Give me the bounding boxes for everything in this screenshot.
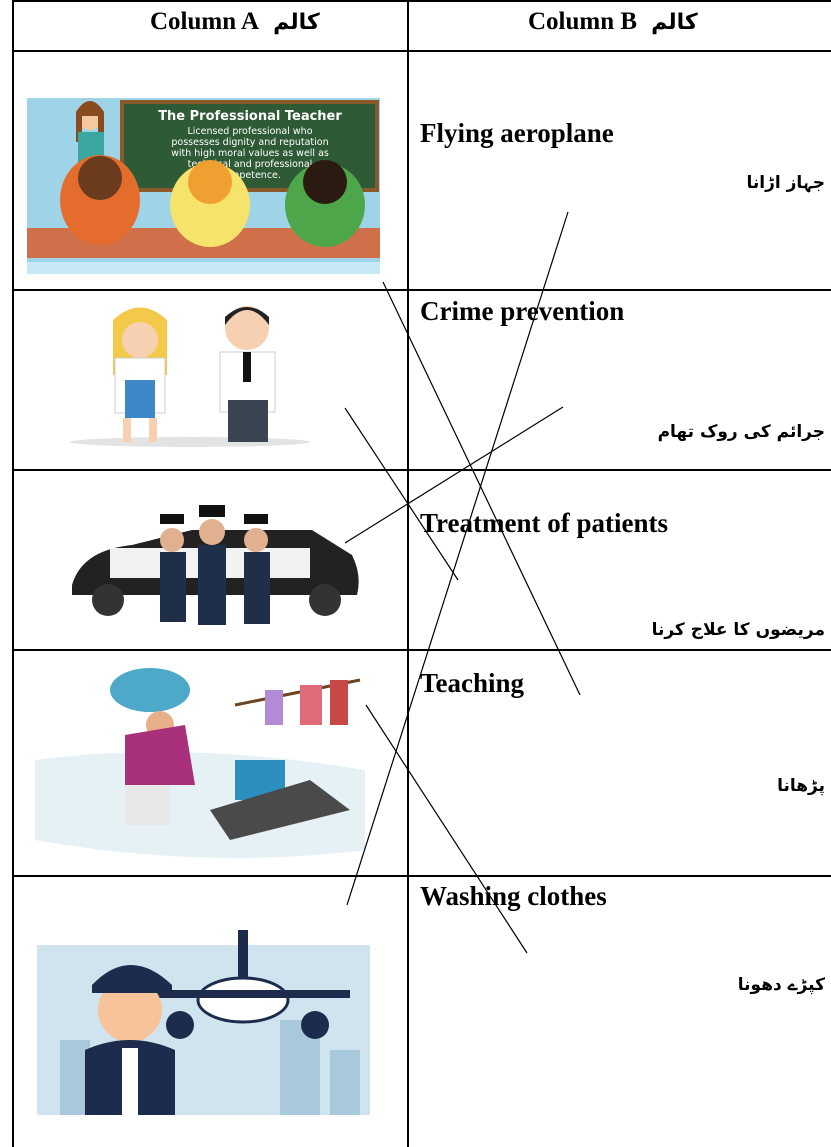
row-border xyxy=(12,649,831,651)
match-line xyxy=(365,704,528,954)
header-urdu: کالم xyxy=(651,10,698,35)
table-border xyxy=(12,0,14,1147)
police-image xyxy=(72,505,359,625)
english-item: Crime prevention xyxy=(420,296,625,326)
match-line xyxy=(382,281,581,696)
pilot-image xyxy=(37,930,370,1115)
urdu-item: مریضوں کا علاج کرنا xyxy=(651,620,825,640)
urdu-item: جرائم کی روک تھام xyxy=(657,422,825,442)
slide-line: competence. xyxy=(219,170,281,181)
urdu-item: پڑھانا xyxy=(777,776,825,796)
header-label: Column B xyxy=(528,8,638,35)
header-urdu: کالم xyxy=(273,10,320,35)
urdu-item: کپڑے دھونا xyxy=(737,975,825,995)
match-line xyxy=(344,407,459,581)
row-border xyxy=(12,50,831,52)
row-border xyxy=(12,289,831,291)
doctors-image xyxy=(70,306,310,447)
english-item: Flying aeroplane xyxy=(420,118,614,148)
english-item: Treatment of patients xyxy=(420,508,668,538)
column-header: Column A کالم xyxy=(150,8,320,36)
english-item: Washing clothes xyxy=(420,881,607,911)
match-line xyxy=(344,406,564,544)
slide-line: technical and professional xyxy=(188,159,313,170)
match-line xyxy=(346,211,569,906)
teacher-image: The Professional Teacher Licensed profes… xyxy=(27,98,380,274)
row-border xyxy=(12,469,831,471)
slide-line: Licensed professional who xyxy=(187,126,312,137)
slide-title: The Professional Teacher xyxy=(158,109,342,124)
urdu-item: جہاز اڑانا xyxy=(746,173,825,193)
row-border xyxy=(12,875,831,877)
row-border xyxy=(12,0,831,2)
column-header: Column B کالم xyxy=(528,8,698,36)
column-divider xyxy=(407,0,409,1147)
washing-image xyxy=(35,668,365,858)
slide-line: with high moral values as well as xyxy=(171,148,329,159)
header-label: Column A xyxy=(150,8,260,35)
slide-line: possesses dignity and reputation xyxy=(171,137,328,148)
english-item: Teaching xyxy=(420,668,525,698)
